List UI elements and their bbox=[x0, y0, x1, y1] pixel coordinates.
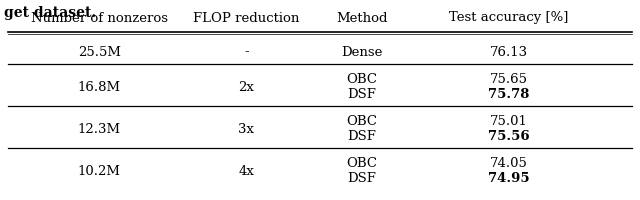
Text: Method: Method bbox=[336, 11, 387, 24]
Text: Test accuracy [%]: Test accuracy [%] bbox=[449, 11, 568, 24]
Text: 76.13: 76.13 bbox=[490, 45, 528, 58]
Text: OBC: OBC bbox=[346, 115, 377, 128]
Text: 2x: 2x bbox=[239, 81, 254, 94]
Text: 12.3M: 12.3M bbox=[77, 122, 121, 135]
Text: -: - bbox=[244, 45, 249, 58]
Text: 74.05: 74.05 bbox=[490, 157, 528, 170]
Text: 25.5M: 25.5M bbox=[77, 45, 121, 58]
Text: 75.01: 75.01 bbox=[490, 115, 528, 128]
Text: DSF: DSF bbox=[347, 88, 376, 101]
Text: 75.65: 75.65 bbox=[490, 73, 528, 86]
Text: get dataset.: get dataset. bbox=[4, 6, 96, 20]
Text: Number of nonzeros: Number of nonzeros bbox=[31, 11, 168, 24]
Text: DSF: DSF bbox=[347, 172, 376, 185]
Text: OBC: OBC bbox=[346, 157, 377, 170]
Text: DSF: DSF bbox=[347, 130, 376, 143]
Text: 10.2M: 10.2M bbox=[77, 164, 121, 177]
Text: 75.78: 75.78 bbox=[488, 88, 529, 101]
Text: 3x: 3x bbox=[239, 122, 255, 135]
Text: Dense: Dense bbox=[341, 45, 382, 58]
Text: 74.95: 74.95 bbox=[488, 172, 530, 185]
Text: 4x: 4x bbox=[239, 164, 254, 177]
Text: 75.56: 75.56 bbox=[488, 130, 530, 143]
Text: OBC: OBC bbox=[346, 73, 377, 86]
Text: 16.8M: 16.8M bbox=[77, 81, 121, 94]
Text: FLOP reduction: FLOP reduction bbox=[193, 11, 300, 24]
